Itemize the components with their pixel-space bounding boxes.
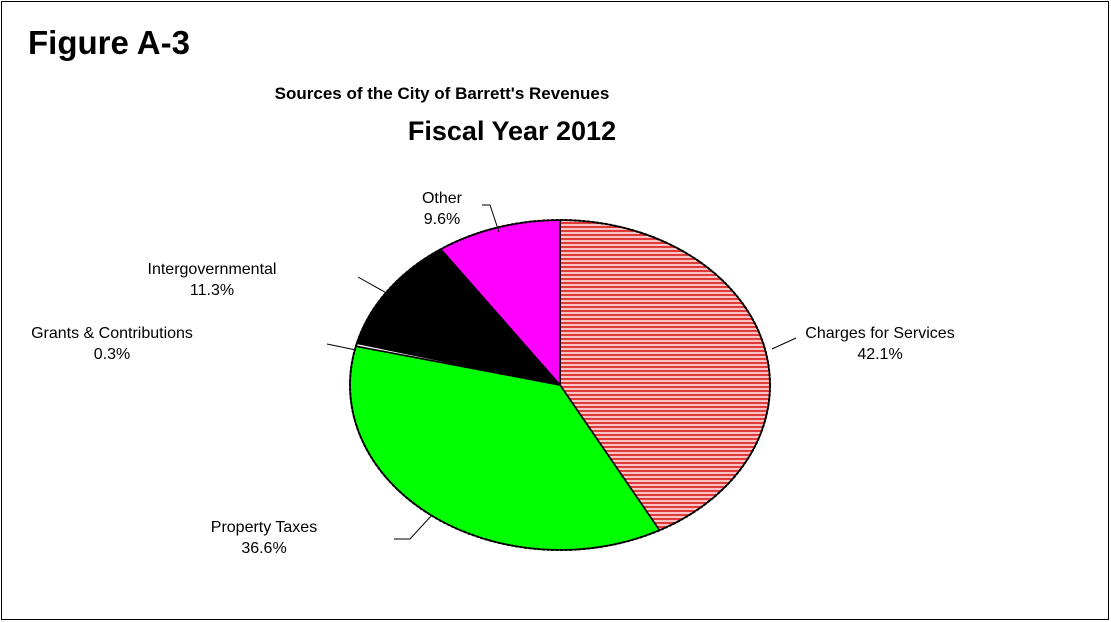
leader-line-charges-for-services <box>771 337 797 350</box>
slice-value-property-taxes: 36.6% <box>241 540 286 557</box>
leader-line-property-taxes <box>394 514 433 540</box>
figure-label: Figure A-3 <box>28 24 190 61</box>
leader-line-intergovernmental <box>357 276 391 296</box>
slice-name-grants-contributions: Grants & Contributions <box>31 325 193 342</box>
slice-name-property-taxes: Property Taxes <box>211 519 317 536</box>
slice-value-intergovernmental: 11.3% <box>190 282 234 299</box>
chart-title: Sources of the City of Barrett's Revenue… <box>274 84 610 103</box>
slice-value-charges-for-services: 42.1% <box>857 346 902 363</box>
chart-subtitle: Fiscal Year 2012 <box>407 116 617 146</box>
slice-name-other: Other <box>422 190 463 207</box>
leader-line-grants-contributions <box>326 343 357 351</box>
slice-name-charges-for-services: Charges for Services <box>805 325 954 342</box>
slice-value-other: 9.6% <box>424 211 460 228</box>
slice-name-intergovernmental: Intergovernmental <box>148 261 277 278</box>
slice-value-grants-contributions: 0.3% <box>94 346 130 363</box>
pie-rim <box>349 219 771 551</box>
leader-line-other <box>482 204 500 233</box>
